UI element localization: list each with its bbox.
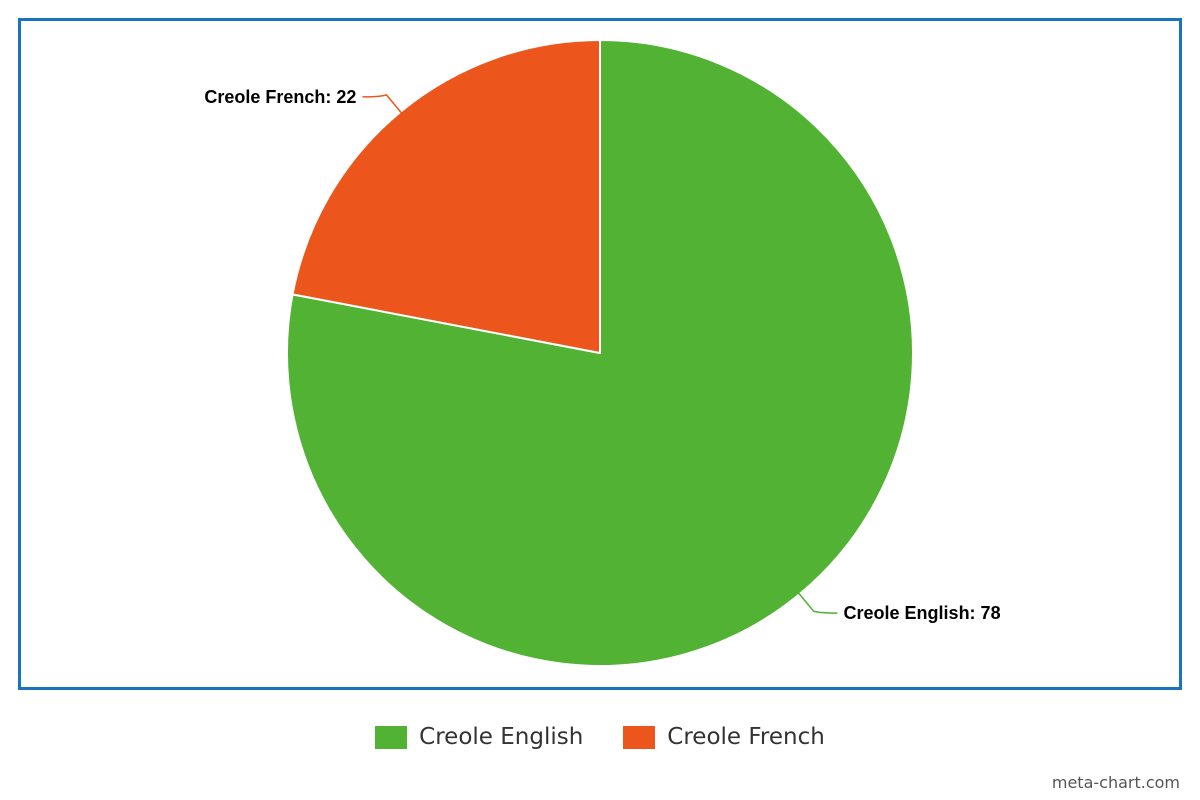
label-connectors [362,94,838,614]
data-labels: Creole English: 78 Creole French: 22 [204,87,1000,623]
legend-swatch-creole-english [375,725,408,749]
label-connector-creole-english [796,590,838,614]
data-label-creole-french: Creole French: 22 [204,87,356,107]
legend: Creole English Creole French [0,724,1200,750]
legend-item-creole-french[interactable]: Creole French [623,724,825,750]
watermark: meta-chart.com [1051,773,1180,792]
data-label-creole-english: Creole English: 78 [844,603,1001,623]
legend-swatch-creole-french [623,725,656,749]
pie-slices [286,39,914,667]
label-connector-creole-french [362,94,404,116]
legend-label-creole-french: Creole French [667,724,825,750]
legend-label-creole-english: Creole English [419,724,584,750]
legend-item-creole-english[interactable]: Creole English [375,724,583,750]
